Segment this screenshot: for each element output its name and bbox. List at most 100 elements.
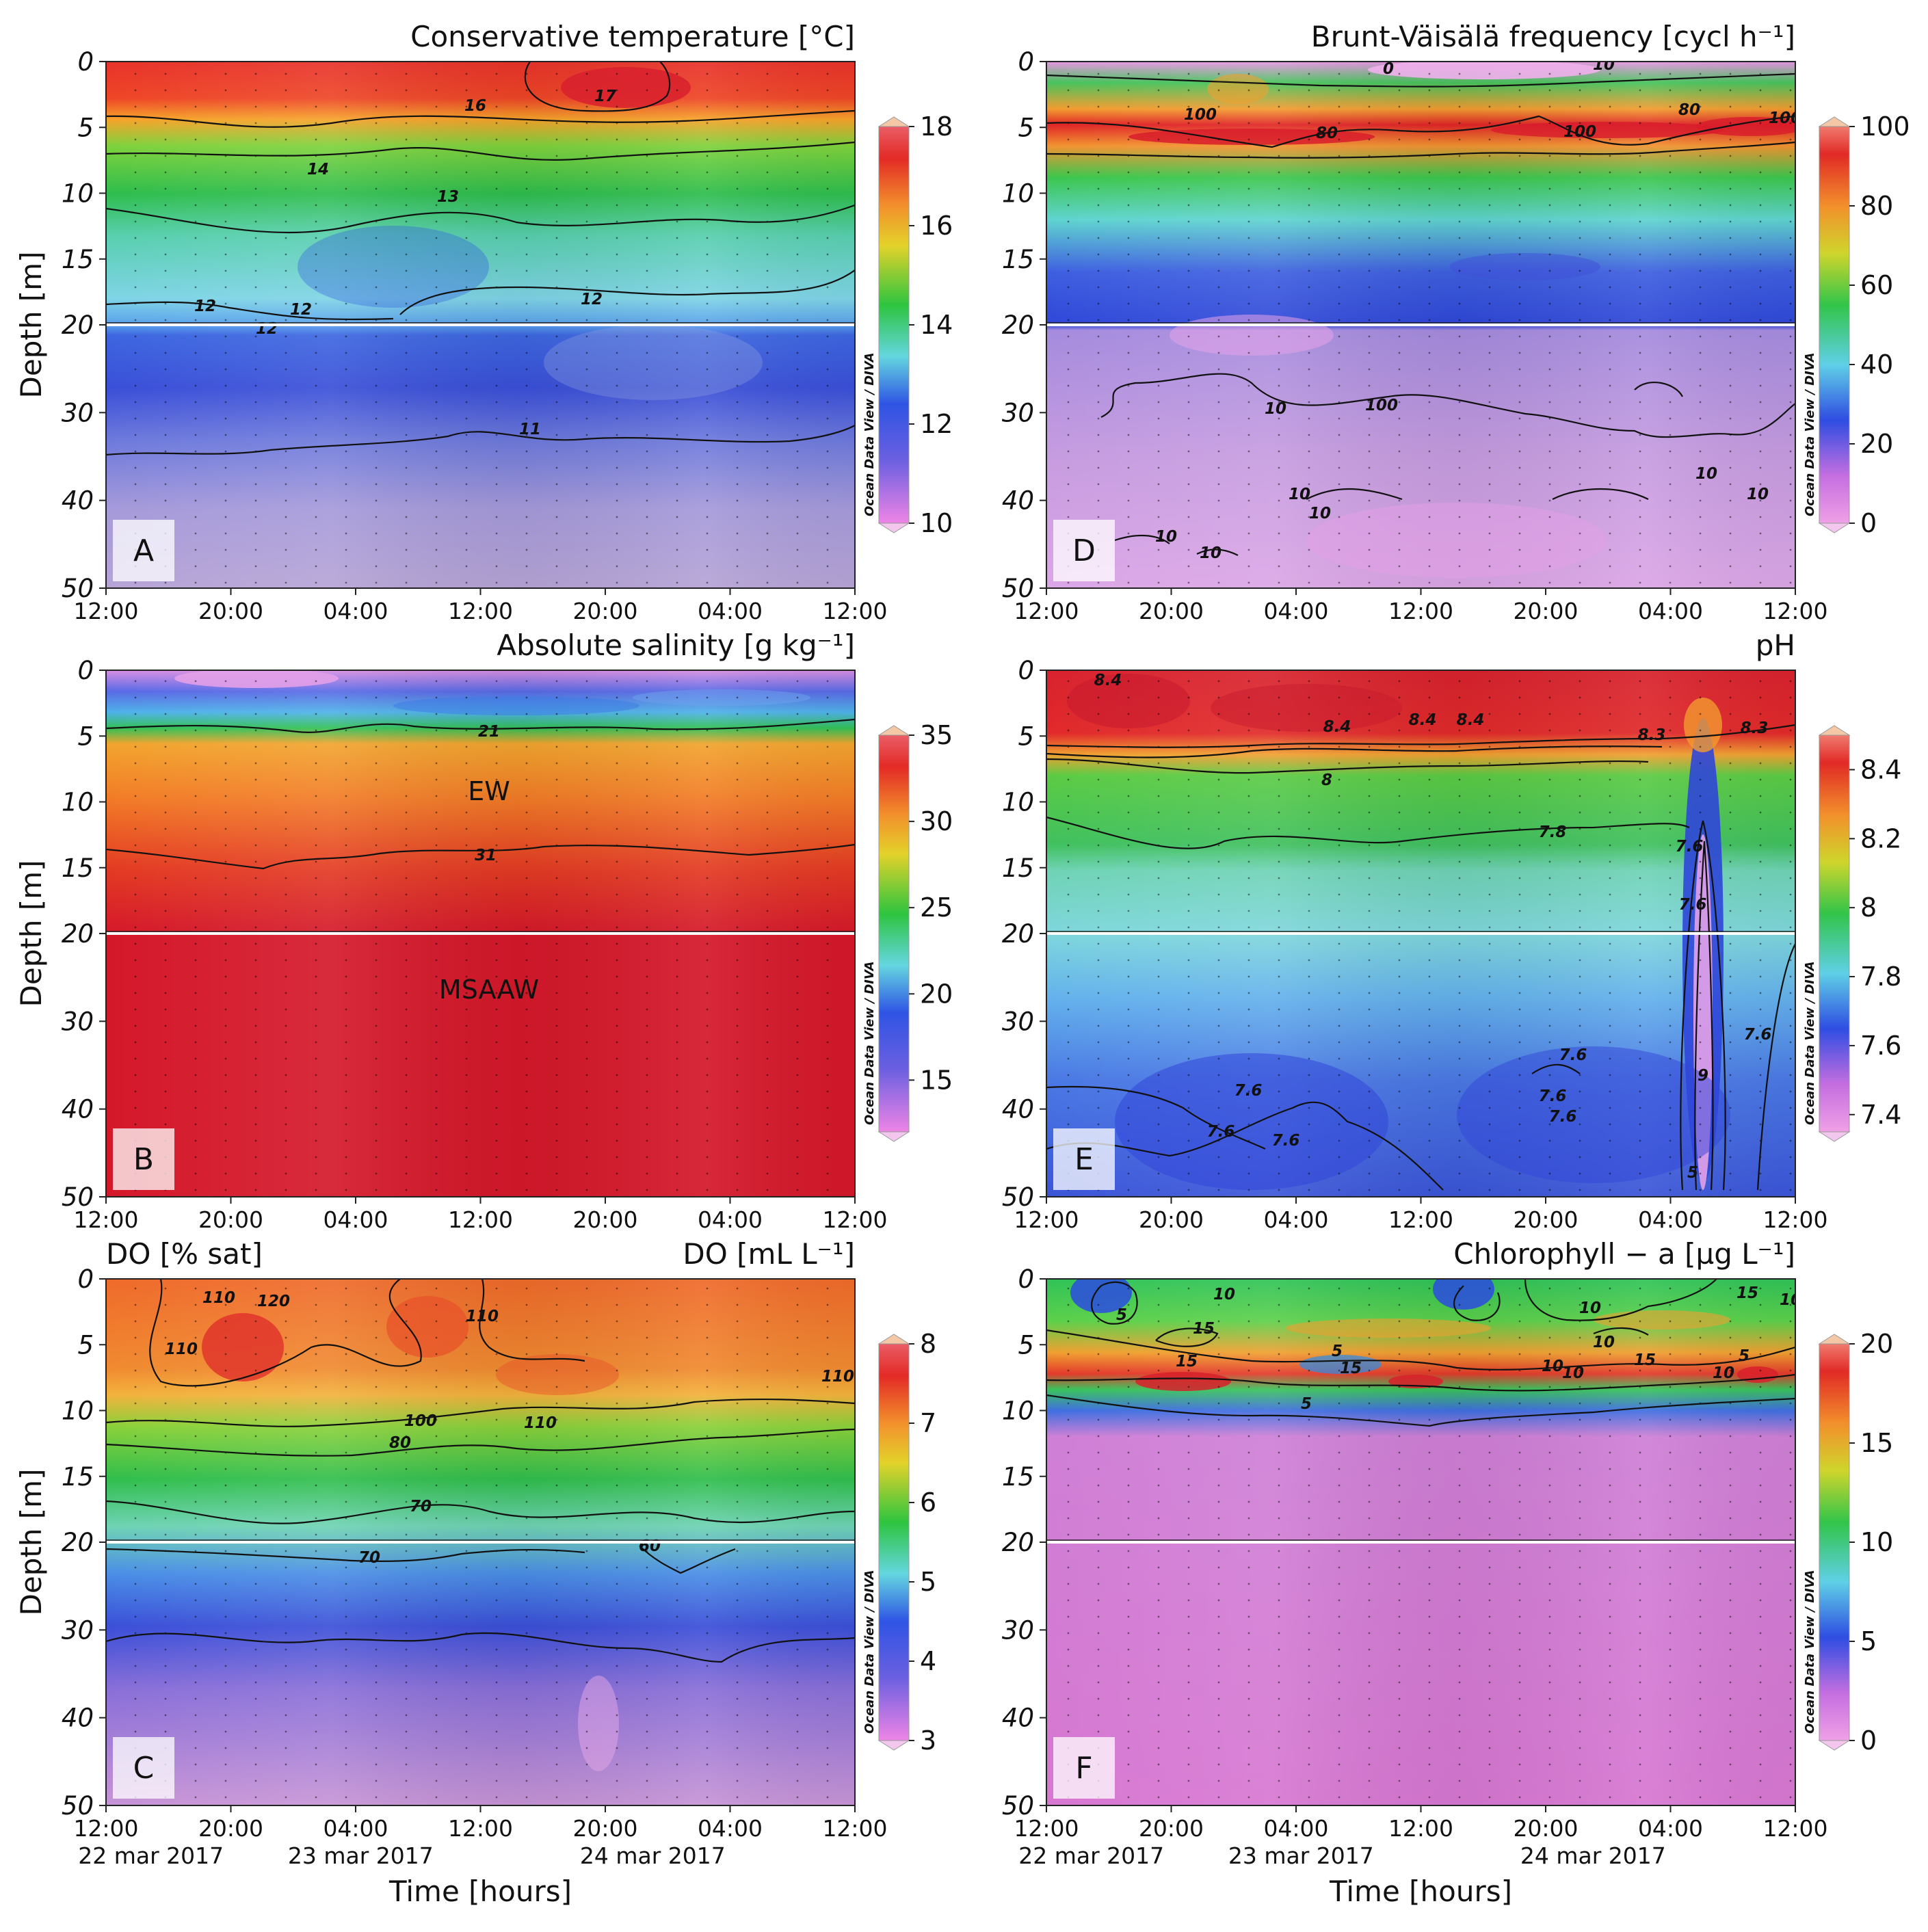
x-tick-label: 12:00 <box>448 598 513 624</box>
colorbar-tick-label: 0 <box>1860 1725 1877 1756</box>
contour-line <box>479 1279 585 1362</box>
colorbar-tick-label: 7 <box>920 1408 936 1438</box>
contour-label: 70 <box>410 1498 432 1516</box>
y-tick-label: 20 <box>1002 1528 1034 1557</box>
contour-line <box>1756 943 1795 1191</box>
contour-label: 100 <box>1184 106 1217 124</box>
x-tick-label: 20:00 <box>1139 598 1204 624</box>
colorbar-tick-label: 6 <box>920 1487 936 1518</box>
colorbar-tick-label: 5 <box>920 1567 936 1597</box>
panel-d: 0101008010080100100101010101010101010101… <box>1002 20 1910 624</box>
contour-line <box>1046 816 1690 849</box>
contour-label: 8.4 <box>1323 718 1351 736</box>
x-tick-label: 20:00 <box>1513 1815 1578 1842</box>
panel-letter-box <box>113 1128 174 1190</box>
contour-line <box>1046 141 1795 159</box>
y-tick-label: 50 <box>1002 574 1034 603</box>
contour-label: 5 <box>1687 1164 1698 1182</box>
x-tick-label: 12:00 <box>1762 598 1827 624</box>
panel-e: 8.4 8.4 8.4 8.4 8.3 8.3 8 7.8 7.6 7.6 7.6 7.6 7.6 7.6… <box>1002 628 1902 1233</box>
contour-label: 70 <box>358 1549 380 1567</box>
contour-line <box>106 109 855 128</box>
colorbar-cap-top <box>1818 116 1851 127</box>
contour-label: 11 <box>519 421 541 438</box>
y-tick-label: 10 <box>1002 788 1034 817</box>
panel-title: Conservative temperature [°C] <box>410 20 855 53</box>
colorbar-cap-top <box>877 725 910 736</box>
contour-line <box>1046 72 1795 88</box>
x-tick-label: 20:00 <box>1139 1206 1204 1233</box>
x-tick-label: 04:00 <box>1638 598 1703 624</box>
y-tick-label: 5 <box>77 1330 94 1360</box>
y-tick-label: 50 <box>62 1791 94 1821</box>
y-tick-label: 10 <box>62 1397 94 1426</box>
x-tick-label: 04:00 <box>1638 1815 1703 1842</box>
contour-line <box>106 425 855 456</box>
contour-label: 10 <box>1780 1291 1801 1309</box>
x-tick-label: 04:00 <box>323 1206 388 1233</box>
contour-label: 15 <box>1340 1360 1362 1377</box>
y-tick-label: 0 <box>1018 1265 1034 1294</box>
odv-watermark: Ocean Data View / DIVA <box>1803 1570 1817 1734</box>
panel-letter: D <box>1072 533 1096 568</box>
contour-line <box>1593 1327 1649 1336</box>
x-tick-label: 12:00 <box>1014 1206 1079 1233</box>
panel-letter: A <box>133 533 154 568</box>
panel-title: Absolute salinity [g kg⁻¹] <box>497 628 855 662</box>
contour-label: 7.6 <box>1539 1087 1567 1105</box>
y-tick-label: 30 <box>1002 398 1034 427</box>
colorbar-cap-top <box>877 116 910 127</box>
x-tick-label: 12:00 <box>73 598 138 624</box>
x-tick-label: 04:00 <box>323 598 388 624</box>
x-tick-label: 12:00 <box>1014 1815 1079 1842</box>
y-tick-label: 0 <box>1018 656 1034 685</box>
contour-line <box>1196 548 1239 556</box>
colorbar-tick-label: 10 <box>920 508 953 538</box>
contour-label: 7.6 <box>1559 1046 1587 1064</box>
contour-label: 8.4 <box>1094 672 1122 689</box>
y-tick-label: 5 <box>77 113 94 142</box>
y-tick-label: 40 <box>62 486 94 516</box>
colorbar-tick-label: 80 <box>1860 191 1893 221</box>
y-tick-label: 10 <box>62 788 94 817</box>
odv-watermark: Ocean Data View / DIVA <box>862 1570 877 1734</box>
contour-label: 110 <box>821 1368 854 1386</box>
colorbar: 15 20 25 30 35 Ocean Data View / DIVA <box>862 720 953 1142</box>
odv-watermark: Ocean Data View / DIVA <box>862 961 877 1125</box>
y-tick-label: 20 <box>1002 919 1034 949</box>
contour-label: 8.3 <box>1638 726 1666 744</box>
contour-label: 10 <box>1593 56 1615 74</box>
x-tick-label: 12:00 <box>1388 598 1453 624</box>
colorbar: 10 12 14 16 18 Ocean Data View / DIVA <box>862 111 953 538</box>
contour-label: 7.6 <box>1207 1123 1235 1141</box>
date-label: 23 mar 2017 <box>288 1842 434 1869</box>
contour-line <box>1531 1063 1581 1074</box>
colorbar-cap-bottom <box>1818 1131 1851 1142</box>
contour-label: 7.8 <box>1539 823 1567 841</box>
odv-watermark: Ocean Data View / DIVA <box>862 352 877 516</box>
date-label: 24 mar 2017 <box>1520 1842 1666 1869</box>
contour-line <box>1680 820 1726 1191</box>
contour-label: 110 <box>524 1414 557 1432</box>
contour-label: 7.6 <box>1744 1026 1772 1044</box>
contour-line <box>1155 1327 1219 1347</box>
panel-letter: B <box>133 1142 154 1177</box>
contour-line <box>106 843 855 870</box>
colorbar-fill <box>1819 735 1850 1133</box>
water-mass-label: MSAAW <box>439 975 539 1005</box>
colorbar-tick-label: 14 <box>920 310 953 340</box>
contour-label: 100 <box>404 1412 437 1430</box>
contour-label: 10 <box>1747 486 1769 503</box>
contour-line <box>1524 1279 1717 1321</box>
contour-line <box>106 1428 855 1457</box>
y-axis-label: Depth [m] <box>14 860 48 1007</box>
panel-letter-box <box>1053 520 1115 581</box>
colorbar-tick-label: 15 <box>920 1065 953 1095</box>
contour-line <box>1114 535 1170 544</box>
contour-label: 14 <box>307 161 329 178</box>
x-tick-label: 20:00 <box>572 1206 637 1233</box>
y-tick-label: 40 <box>1002 486 1034 516</box>
y-tick-label: 5 <box>1018 722 1034 751</box>
contour-label: 110 <box>165 1340 198 1358</box>
x-tick-label: 04:00 <box>323 1815 388 1842</box>
